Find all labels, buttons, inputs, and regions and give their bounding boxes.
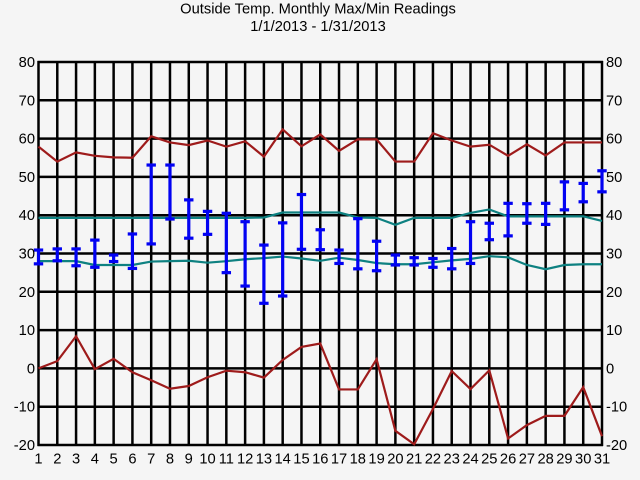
svg-text:9: 9: [185, 452, 193, 468]
svg-text:70: 70: [606, 93, 622, 109]
svg-text:14: 14: [275, 452, 291, 468]
svg-text:30: 30: [606, 247, 622, 263]
svg-text:30: 30: [575, 452, 591, 468]
svg-text:6: 6: [128, 452, 136, 468]
svg-text:8: 8: [166, 452, 174, 468]
svg-text:11: 11: [219, 452, 234, 468]
svg-text:1/1/2013 - 1/31/2013: 1/1/2013 - 1/31/2013: [250, 19, 386, 35]
svg-text:10: 10: [606, 323, 622, 339]
svg-text:15: 15: [293, 452, 309, 468]
svg-text:3: 3: [72, 452, 80, 468]
svg-text:0: 0: [606, 361, 614, 377]
svg-text:20: 20: [19, 285, 35, 301]
svg-text:17: 17: [331, 452, 347, 468]
svg-text:4: 4: [91, 452, 99, 468]
svg-text:80: 80: [19, 55, 35, 71]
svg-text:1: 1: [34, 452, 42, 468]
svg-text:80: 80: [606, 55, 622, 71]
svg-text:5: 5: [110, 452, 118, 468]
svg-text:16: 16: [312, 452, 328, 468]
svg-text:28: 28: [537, 452, 553, 468]
svg-text:50: 50: [19, 170, 35, 186]
svg-text:60: 60: [19, 132, 35, 148]
svg-text:-10: -10: [606, 400, 627, 416]
svg-text:60: 60: [606, 132, 622, 148]
svg-text:18: 18: [350, 452, 366, 468]
svg-text:24: 24: [462, 452, 478, 468]
svg-text:20: 20: [387, 452, 403, 468]
svg-text:29: 29: [556, 452, 572, 468]
svg-text:19: 19: [368, 452, 384, 468]
svg-text:21: 21: [406, 452, 422, 468]
svg-text:23: 23: [444, 452, 460, 468]
svg-text:26: 26: [500, 452, 516, 468]
svg-text:10: 10: [199, 452, 215, 468]
svg-text:22: 22: [425, 452, 441, 468]
svg-text:50: 50: [606, 170, 622, 186]
svg-text:13: 13: [256, 452, 272, 468]
svg-text:2: 2: [53, 452, 61, 468]
svg-text:7: 7: [147, 452, 155, 468]
svg-text:-10: -10: [14, 400, 35, 416]
svg-text:Outside Temp. Monthly Max/Min: Outside Temp. Monthly Max/Min Readings: [180, 2, 456, 18]
svg-text:27: 27: [519, 452, 535, 468]
svg-text:40: 40: [606, 208, 622, 224]
svg-text:25: 25: [481, 452, 497, 468]
svg-text:31: 31: [594, 452, 610, 468]
svg-text:30: 30: [19, 247, 35, 263]
svg-text:70: 70: [19, 93, 35, 109]
svg-text:0: 0: [27, 361, 35, 377]
svg-text:-20: -20: [14, 438, 35, 454]
svg-text:-20: -20: [606, 438, 627, 454]
svg-text:12: 12: [237, 452, 253, 468]
svg-text:20: 20: [606, 285, 622, 301]
svg-text:10: 10: [19, 323, 35, 339]
svg-text:40: 40: [19, 208, 35, 224]
